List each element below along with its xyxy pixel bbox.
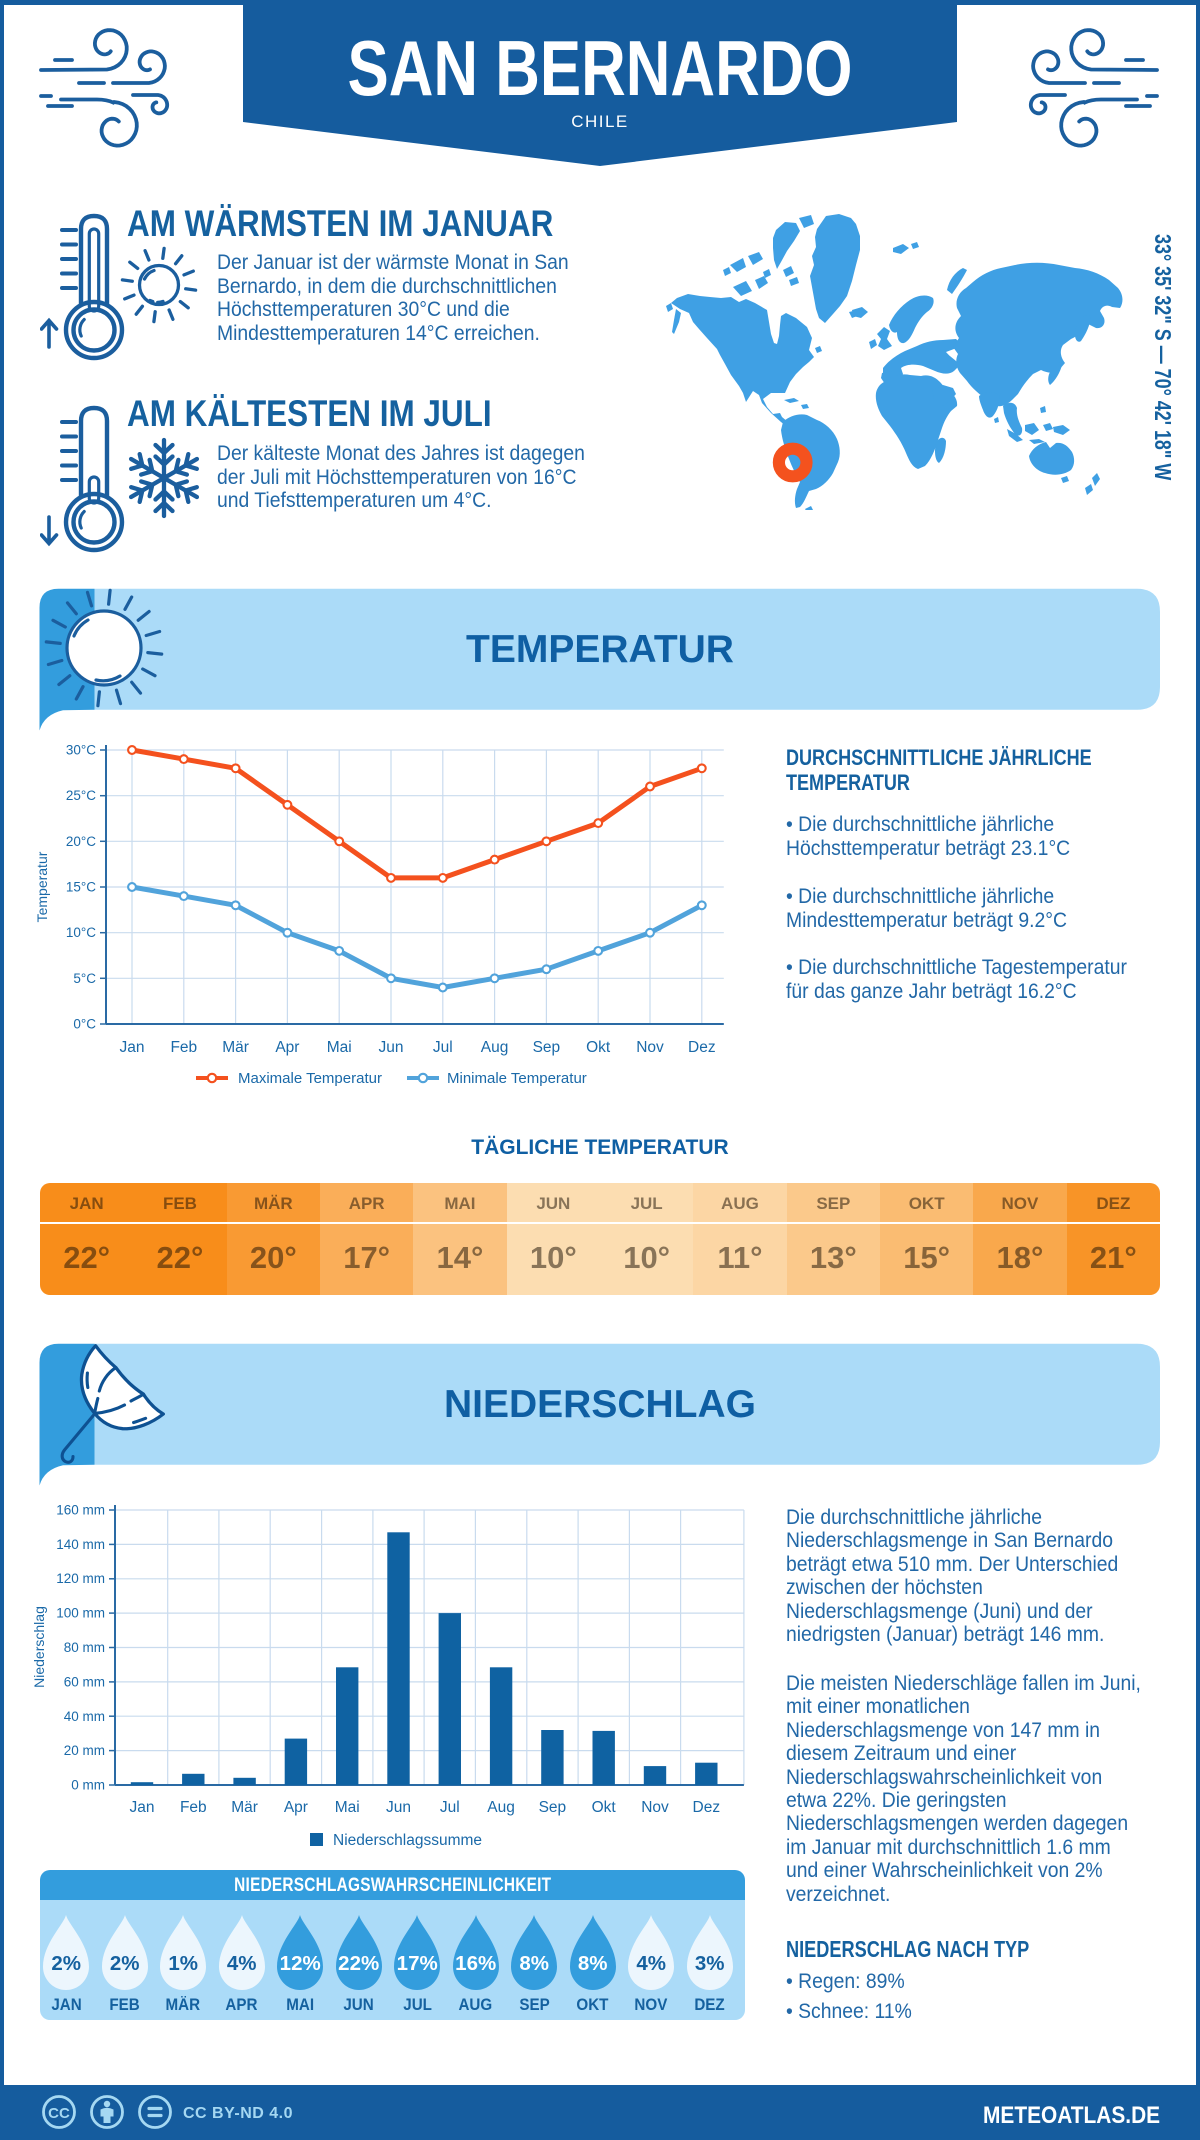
svg-text:Niederschlagssumme: Niederschlagssumme [333,1832,482,1849]
svg-text:40 mm: 40 mm [64,1709,105,1724]
svg-text:Temperatur: Temperatur [34,851,50,922]
svg-text:100 mm: 100 mm [56,1606,105,1621]
svg-text:Okt: Okt [592,1799,617,1816]
svg-text:Dez: Dez [693,1799,721,1816]
svg-text:Mär: Mär [231,1799,258,1816]
svg-text:15°C: 15°C [66,880,96,895]
svg-text:Apr: Apr [275,1039,299,1056]
svg-text:Nov: Nov [641,1799,669,1816]
svg-text:Nov: Nov [636,1039,664,1056]
svg-text:Sep: Sep [539,1799,567,1816]
svg-text:5°C: 5°C [73,971,96,986]
svg-text:Aug: Aug [481,1039,509,1056]
svg-text:CC BY-ND 4.0: CC BY-ND 4.0 [183,2105,293,2122]
svg-text:Feb: Feb [170,1039,197,1056]
svg-text:Apr: Apr [284,1799,308,1816]
svg-text:25°C: 25°C [66,788,96,803]
svg-text:20 mm: 20 mm [64,1743,105,1758]
svg-text:NIEDERSCHLAG: NIEDERSCHLAG [444,1383,756,1426]
svg-text:120 mm: 120 mm [56,1571,105,1586]
svg-text:Niederschlag: Niederschlag [31,1606,47,1688]
svg-text:160 mm: 160 mm [56,1503,105,1518]
svg-text:0 mm: 0 mm [71,1778,105,1793]
svg-text:Aug: Aug [487,1799,515,1816]
svg-text:Feb: Feb [180,1799,207,1816]
svg-text:10°C: 10°C [66,925,96,940]
svg-text:Maximale Temperatur: Maximale Temperatur [238,1070,382,1087]
svg-text:Sep: Sep [533,1039,561,1056]
svg-text:140 mm: 140 mm [56,1537,105,1552]
svg-text:Jul: Jul [433,1039,453,1056]
svg-text:TEMPERATUR: TEMPERATUR [466,628,734,671]
svg-text:Mai: Mai [335,1799,360,1816]
svg-text:Mai: Mai [327,1039,352,1056]
svg-text:80 mm: 80 mm [64,1640,105,1655]
svg-text:30°C: 30°C [66,743,96,758]
svg-text:60 mm: 60 mm [64,1674,105,1689]
svg-text:Mär: Mär [222,1039,249,1056]
svg-text:Jun: Jun [386,1799,411,1816]
svg-text:CC: CC [48,2105,70,2122]
svg-text:20°C: 20°C [66,834,96,849]
svg-text:Jan: Jan [120,1039,145,1056]
svg-text:Minimale Temperatur: Minimale Temperatur [447,1070,587,1087]
svg-text:Jul: Jul [440,1799,460,1816]
svg-text:0°C: 0°C [73,1017,96,1032]
svg-text:Jan: Jan [130,1799,155,1816]
svg-text:Dez: Dez [688,1039,716,1056]
svg-text:Okt: Okt [586,1039,611,1056]
svg-text:Jun: Jun [379,1039,404,1056]
